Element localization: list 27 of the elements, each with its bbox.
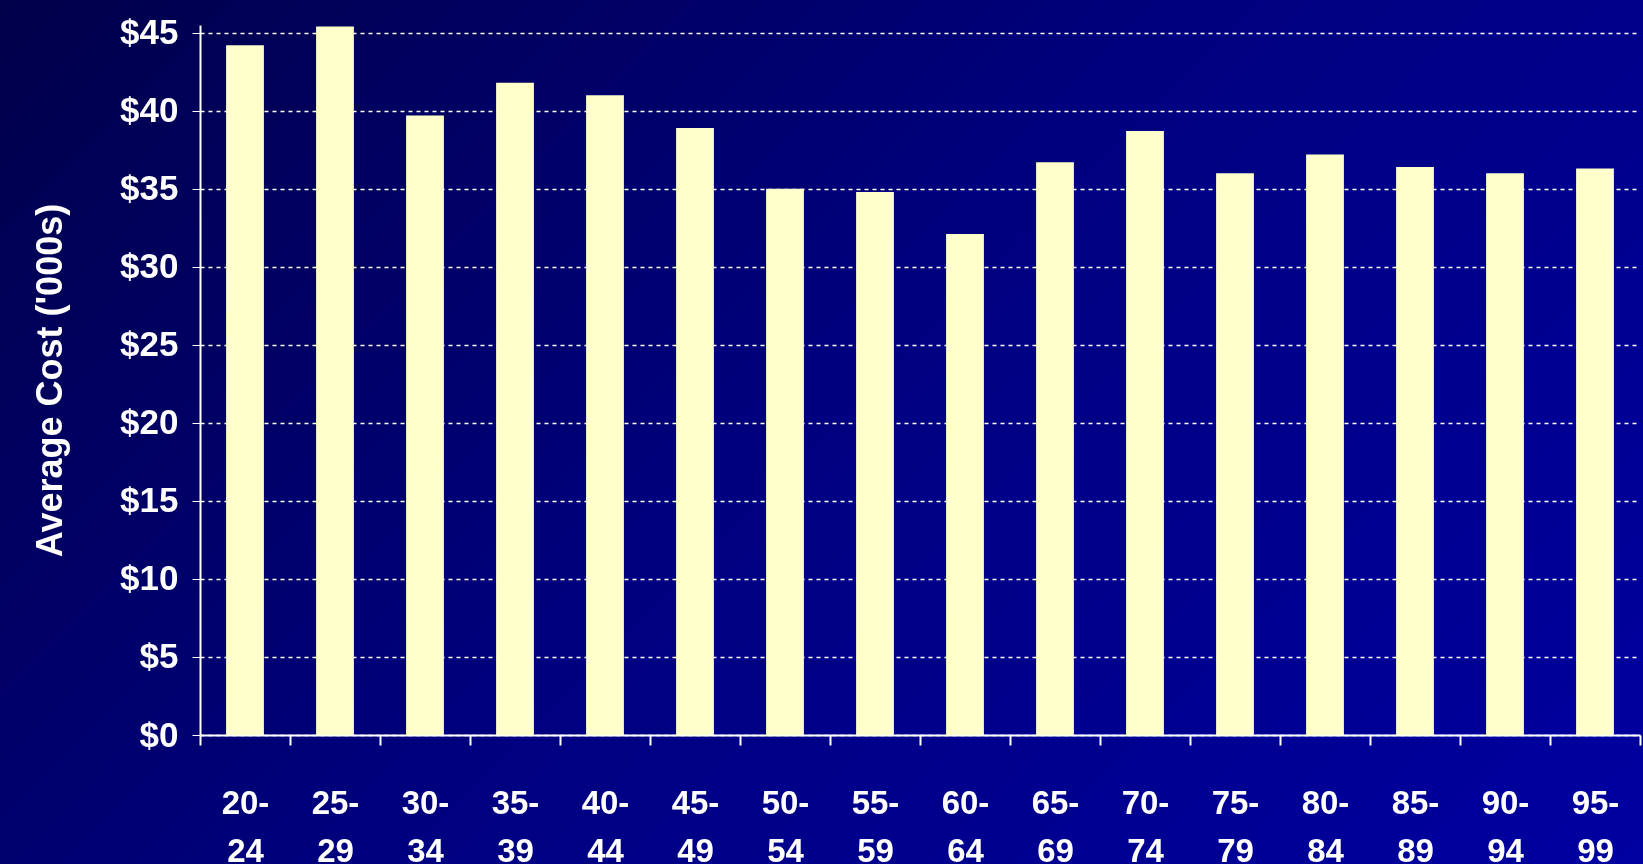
x-tick-label: 30-34 [401,783,450,864]
y-tick-label: $45 [120,12,179,52]
y-tick-label: $35 [120,168,179,208]
y-tick-label: $20 [120,402,179,442]
y-tick-label: $25 [120,324,179,364]
x-tick-label: 80-84 [1301,783,1350,864]
x-tick-label: 40-44 [581,783,630,864]
x-tick-label: 60-64 [941,783,990,864]
x-tick-label: 35-39 [491,783,540,864]
y-tick-label: $30 [120,246,179,286]
x-tick-label: 95-99 [1571,783,1620,864]
y-tick-label: $15 [120,480,179,520]
x-tick-label: 65-69 [1031,783,1080,864]
x-tick-label: 20-24 [221,783,270,864]
x-tick-label: 75-79 [1211,783,1260,864]
x-tick-label: 45-49 [671,783,720,864]
x-tick-label: 70-74 [1121,783,1170,864]
x-tick-label: 85-89 [1391,783,1440,864]
x-tick-label: 55-59 [851,783,900,864]
x-tick-label: 90-94 [1481,783,1530,864]
x-tick-label: 50-54 [761,783,810,864]
y-tick-label: $40 [120,90,179,130]
y-axis-title: Average Cost ('000s) [29,203,71,558]
x-tick-label: 25-29 [311,783,360,864]
y-tick-label: $0 [139,714,179,754]
y-tick-label: $10 [120,558,179,598]
y-tick-label: $5 [139,636,179,676]
